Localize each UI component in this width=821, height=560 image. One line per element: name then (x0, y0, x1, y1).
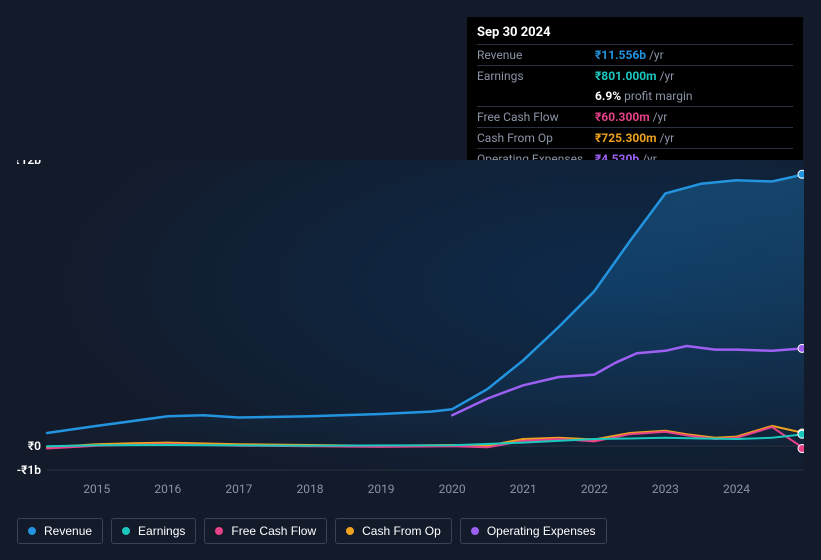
legend-label: Operating Expenses (487, 524, 596, 538)
legend-label: Free Cash Flow (231, 524, 316, 538)
tooltip-row: 6.9%profit margin (477, 86, 793, 106)
tooltip-row-value: ₹60.300m/yr (595, 109, 793, 125)
legend-item-revenue[interactable]: Revenue (17, 518, 103, 544)
legend-item-free-cash-flow[interactable]: Free Cash Flow (204, 518, 327, 544)
legend-dot-icon (215, 527, 223, 535)
legend-dot-icon (28, 527, 36, 535)
chart-area: ₹12b ₹0 -₹1b 2015 2016 2017 2018 2019 2020 2021 20… (17, 160, 804, 500)
tooltip-row: Cash From Op₹725.300m/yr (477, 127, 793, 148)
tooltip-row: Revenue₹11.556b/yr (477, 44, 793, 65)
legend-label: Revenue (44, 524, 92, 538)
tooltip-date: Sep 30 2024 (477, 25, 793, 44)
svg-text:2018: 2018 (297, 482, 324, 496)
svg-text:-₹1b: -₹1b (17, 463, 41, 477)
tooltip-row-value: ₹801.000m/yr (595, 68, 793, 84)
tooltip-row-key: Free Cash Flow (477, 109, 595, 125)
tooltip-row: Free Cash Flow₹60.300m/yr (477, 106, 793, 127)
svg-text:₹0: ₹0 (28, 439, 41, 453)
tooltip-row-value: ₹725.300m/yr (595, 130, 793, 146)
tooltip-row: Earnings₹801.000m/yr (477, 65, 793, 86)
svg-text:2022: 2022 (581, 482, 608, 496)
legend-item-operating-expenses[interactable]: Operating Expenses (460, 518, 607, 544)
svg-text:2020: 2020 (439, 482, 466, 496)
legend-dot-icon (122, 527, 130, 535)
svg-text:2017: 2017 (225, 482, 252, 496)
tooltip-rows: Revenue₹11.556b/yrEarnings₹801.000m/yr6.… (477, 44, 793, 169)
svg-text:2021: 2021 (510, 482, 537, 496)
tooltip-row-key (477, 88, 595, 104)
tooltip-row-value: ₹11.556b/yr (595, 47, 793, 63)
legend-item-cash-from-op[interactable]: Cash From Op (335, 518, 452, 544)
data-tooltip: Sep 30 2024 Revenue₹11.556b/yrEarnings₹8… (467, 17, 803, 175)
tooltip-row-key: Cash From Op (477, 130, 595, 146)
svg-text:2019: 2019 (368, 482, 395, 496)
financial-chart-container: Sep 30 2024 Revenue₹11.556b/yrEarnings₹8… (0, 0, 821, 560)
tooltip-row-key: Revenue (477, 47, 595, 63)
svg-text:2016: 2016 (154, 482, 181, 496)
legend-item-earnings[interactable]: Earnings (111, 518, 196, 544)
chart-svg[interactable]: ₹12b ₹0 -₹1b 2015 2016 2017 2018 2019 2020 2021 20… (17, 160, 804, 500)
legend-dot-icon (471, 527, 479, 535)
legend-dot-icon (346, 527, 354, 535)
legend: Revenue Earnings Free Cash Flow Cash From O… (17, 518, 607, 544)
svg-text:₹12b: ₹12b (17, 160, 41, 167)
tooltip-row-value: 6.9%profit margin (595, 88, 793, 104)
legend-label: Cash From Op (362, 524, 441, 538)
svg-text:2024: 2024 (723, 482, 750, 496)
legend-label: Earnings (138, 524, 185, 538)
svg-text:2015: 2015 (83, 482, 110, 496)
tooltip-row-key: Earnings (477, 68, 595, 84)
svg-text:2023: 2023 (652, 482, 679, 496)
